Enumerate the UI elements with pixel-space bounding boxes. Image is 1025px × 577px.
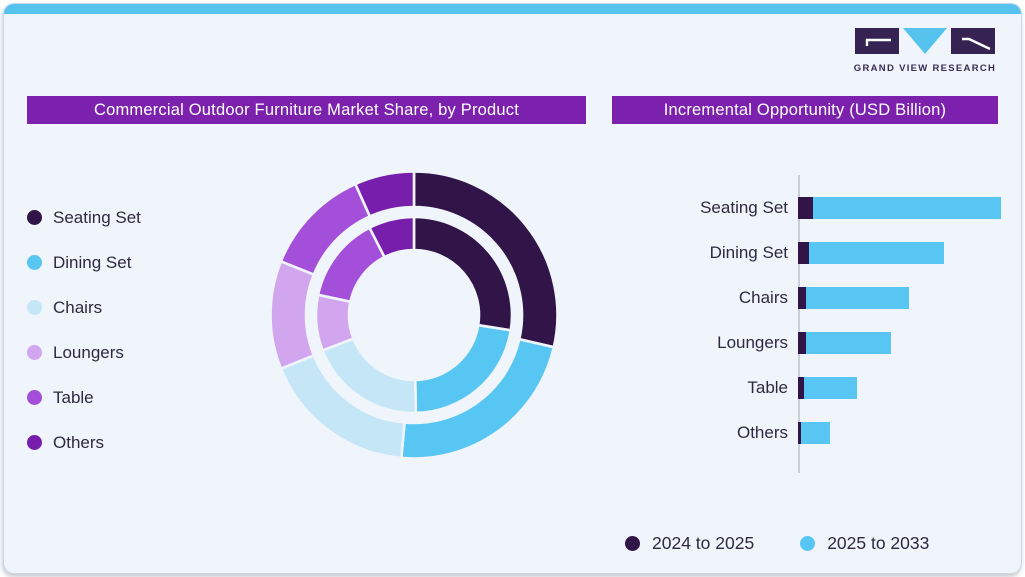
- bars-legend-swatch-2024-to-2025: [625, 535, 640, 551]
- bar-row-dining-set: Dining Set: [612, 230, 1012, 275]
- legend-label: Chairs: [53, 297, 103, 317]
- gvr-logo: GRAND VIEW RESEARCH: [850, 26, 1000, 74]
- donut-chart: [269, 170, 559, 460]
- bar-segment-2024-to-2025: [798, 241, 809, 264]
- legend-swatch-table: [27, 390, 42, 405]
- bar-segment-2025-to-2033: [813, 196, 1001, 219]
- bar-track: [798, 421, 830, 444]
- legend-label: Loungers: [53, 342, 124, 362]
- bar-label: Loungers: [717, 332, 788, 352]
- bars-legend-label: 2025 to 2033: [827, 532, 930, 553]
- bars-legend-swatch-2025-to-2033: [800, 535, 816, 551]
- bar-chart-legend: 2024 to 2025 2025 to 2033: [625, 531, 929, 555]
- bar-chart: Seating Set Dining Set Chairs Loungers Table…: [612, 185, 1012, 455]
- legend-label: Table: [53, 387, 94, 407]
- bar-track: [798, 376, 857, 399]
- bar-segment-2025-to-2033: [801, 421, 830, 444]
- legend-label: Others: [53, 432, 105, 452]
- bars-legend-item-2024-to-2025: 2024 to 2025: [625, 531, 754, 555]
- legend-item-seating-set: Seating Set: [27, 195, 141, 240]
- donut-inner-segment-others: [367, 215, 416, 259]
- bar-label: Others: [736, 422, 788, 442]
- legend-label: Dining Set: [53, 252, 132, 272]
- donut-legend: Seating Set Dining Set Chairs Loungers Table…: [27, 195, 141, 465]
- legend-item-dining-set: Dining Set: [27, 240, 141, 285]
- donut-panel-title: Commercial Outdoor Furniture Market Shar…: [27, 96, 586, 124]
- logo-wordmark: GRAND VIEW RESEARCH: [853, 63, 997, 74]
- bar-row-chairs: Chairs: [612, 275, 1012, 320]
- bar-segment-2025-to-2033: [804, 376, 857, 399]
- legend-swatch-dining-set: [27, 255, 42, 270]
- bar-label: Chairs: [738, 287, 788, 307]
- donut-outer-segment-others: [353, 170, 416, 219]
- chart-card: GRAND VIEW RESEARCH Commercial Outdoor F…: [3, 3, 1022, 574]
- logo-v-triangle: [903, 28, 947, 54]
- bar-row-seating-set: Seating Set: [612, 185, 1012, 230]
- gvr-logo-marks: [855, 28, 995, 54]
- bars-panel-title: Incremental Opportunity (USD Billion): [612, 96, 998, 124]
- bar-track: [798, 241, 944, 264]
- top-accent-bar: [4, 4, 1021, 14]
- logo-g-glyph: [865, 38, 891, 46]
- legend-swatch-loungers: [27, 345, 42, 360]
- bar-label: Dining Set: [709, 242, 788, 262]
- bar-segment-2024-to-2025: [798, 331, 806, 354]
- legend-label: Seating Set: [53, 207, 141, 227]
- bar-segment-2024-to-2025: [798, 196, 813, 219]
- bar-row-loungers: Loungers: [612, 320, 1012, 365]
- legend-swatch-others: [27, 435, 42, 450]
- bar-track: [798, 286, 909, 309]
- legend-item-loungers: Loungers: [27, 330, 141, 375]
- bar-segment-2024-to-2025: [798, 421, 801, 444]
- bar-chart-axis-line: [798, 175, 800, 473]
- bar-segment-2025-to-2033: [806, 331, 891, 354]
- bar-track: [798, 196, 1001, 219]
- legend-swatch-seating-set: [27, 210, 42, 225]
- bar-segment-2024-to-2025: [798, 376, 804, 399]
- bar-label: Table: [747, 377, 788, 397]
- bar-segment-2025-to-2033: [806, 286, 909, 309]
- bar-row-table: Table: [612, 365, 1012, 410]
- bar-segment-2024-to-2025: [798, 286, 806, 309]
- legend-item-others: Others: [27, 420, 141, 465]
- legend-swatch-chairs: [27, 300, 42, 315]
- bar-track: [798, 331, 891, 354]
- legend-item-table: Table: [27, 375, 141, 420]
- legend-item-chairs: Chairs: [27, 285, 141, 330]
- bar-segment-2025-to-2033: [809, 241, 944, 264]
- bars-legend-label: 2024 to 2025: [652, 532, 755, 553]
- bar-row-others: Others: [612, 410, 1012, 455]
- donut-outer-segment-loungers: [269, 259, 316, 371]
- bars-legend-item-2025-to-2033: 2025 to 2033: [800, 531, 929, 555]
- bar-label: Seating Set: [700, 197, 788, 217]
- logo-r-glyph: [962, 37, 991, 51]
